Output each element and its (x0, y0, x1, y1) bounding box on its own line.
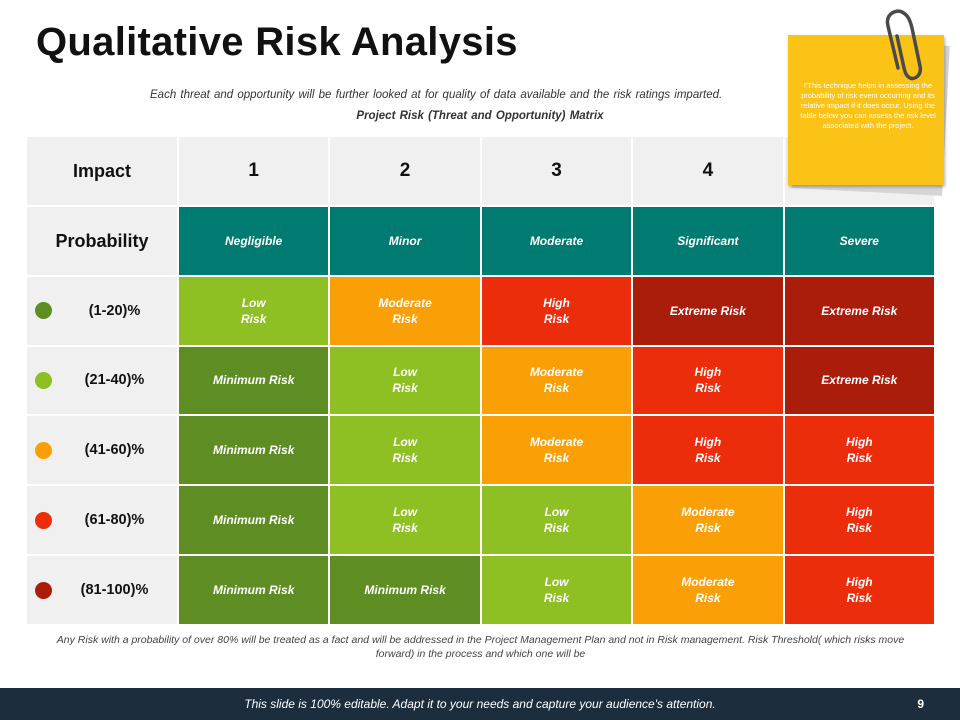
risk-cell: Minimum Risk (330, 556, 480, 624)
impact-level-negligible: Negligible (179, 206, 329, 275)
sticky-note-text: !'This technique helps in assessing the … (800, 81, 936, 130)
risk-matrix: Impact 1 2 3 4 5 Probability Negligible … (27, 137, 934, 624)
impact-level-severe: Severe (784, 206, 934, 275)
probability-range: (1-20)% (88, 302, 141, 319)
probability-header: Probability (27, 206, 177, 275)
footnote: Any Risk with a probability of over 80% … (56, 634, 905, 660)
matrix-title: Project Risk (Threat and Opportunity) Ma… (356, 110, 604, 122)
impact-column-4: 4 (633, 137, 783, 205)
probability-dot-icon (35, 371, 52, 389)
impact-level-minor: Minor (330, 206, 480, 275)
risk-cell: Low Risk (330, 486, 480, 555)
risk-cell: High Risk (784, 486, 934, 555)
probability-row-label: (61-80)% (27, 486, 177, 555)
risk-cell: Low Risk (330, 346, 480, 415)
impact-column-1: 1 (179, 137, 329, 205)
risk-cell: Minimum Risk (179, 486, 329, 555)
risk-cell: High Risk (784, 556, 934, 624)
risk-cell: Moderate Risk (481, 346, 632, 415)
probability-dot-icon (35, 581, 52, 599)
risk-cell: High Risk (633, 416, 783, 485)
risk-cell: Minimum Risk (179, 346, 329, 415)
probability-range: (41-60)% (84, 442, 145, 459)
risk-cell: High Risk (784, 416, 934, 485)
risk-cell: Extreme Risk (784, 276, 934, 345)
footer-text: This slide is 100% editable. Adapt it to… (244, 697, 716, 711)
probability-range: (21-40)% (84, 372, 145, 389)
probability-row-label: (81-100)% (27, 556, 177, 624)
risk-cell: High Risk (633, 346, 783, 415)
risk-cell: High Risk (481, 276, 632, 345)
probability-row-label: (41-60)% (27, 416, 177, 485)
probability-dot-icon (35, 302, 52, 320)
probability-dot-icon (35, 511, 52, 529)
risk-cell: Low Risk (179, 276, 329, 345)
risk-cell: Moderate Risk (481, 416, 632, 485)
impact-level-significant: Significant (633, 206, 783, 275)
risk-cell: Low Risk (481, 556, 632, 624)
risk-cell: Moderate Risk (330, 276, 480, 345)
risk-cell: Minimum Risk (179, 556, 329, 624)
probability-row-label: (1-20)% (27, 276, 177, 345)
footer-bar: This slide is 100% editable. Adapt it to… (0, 688, 960, 720)
probability-row-label: (21-40)% (27, 346, 177, 415)
impact-header: Impact (27, 137, 177, 205)
probability-range: (81-100)% (80, 582, 149, 599)
paperclip-icon (885, 9, 923, 81)
page-number: 9 (917, 697, 924, 711)
risk-cell: Low Risk (481, 486, 632, 555)
risk-cell: Low Risk (330, 416, 480, 485)
impact-level-moderate: Moderate (481, 206, 632, 275)
slide-title: Qualitative Risk Analysis (36, 20, 518, 64)
risk-cell: Extreme Risk (784, 346, 934, 415)
impact-column-2: 2 (330, 137, 480, 205)
slide-subtitle: Each threat and opportunity will be furt… (150, 89, 723, 101)
risk-cell: Moderate Risk (633, 486, 783, 555)
risk-cell: Moderate Risk (633, 556, 783, 624)
risk-cell: Minimum Risk (179, 416, 329, 485)
probability-dot-icon (35, 441, 52, 459)
risk-cell: Extreme Risk (633, 276, 783, 345)
probability-range: (61-80)% (84, 512, 145, 529)
impact-column-3: 3 (481, 137, 632, 205)
